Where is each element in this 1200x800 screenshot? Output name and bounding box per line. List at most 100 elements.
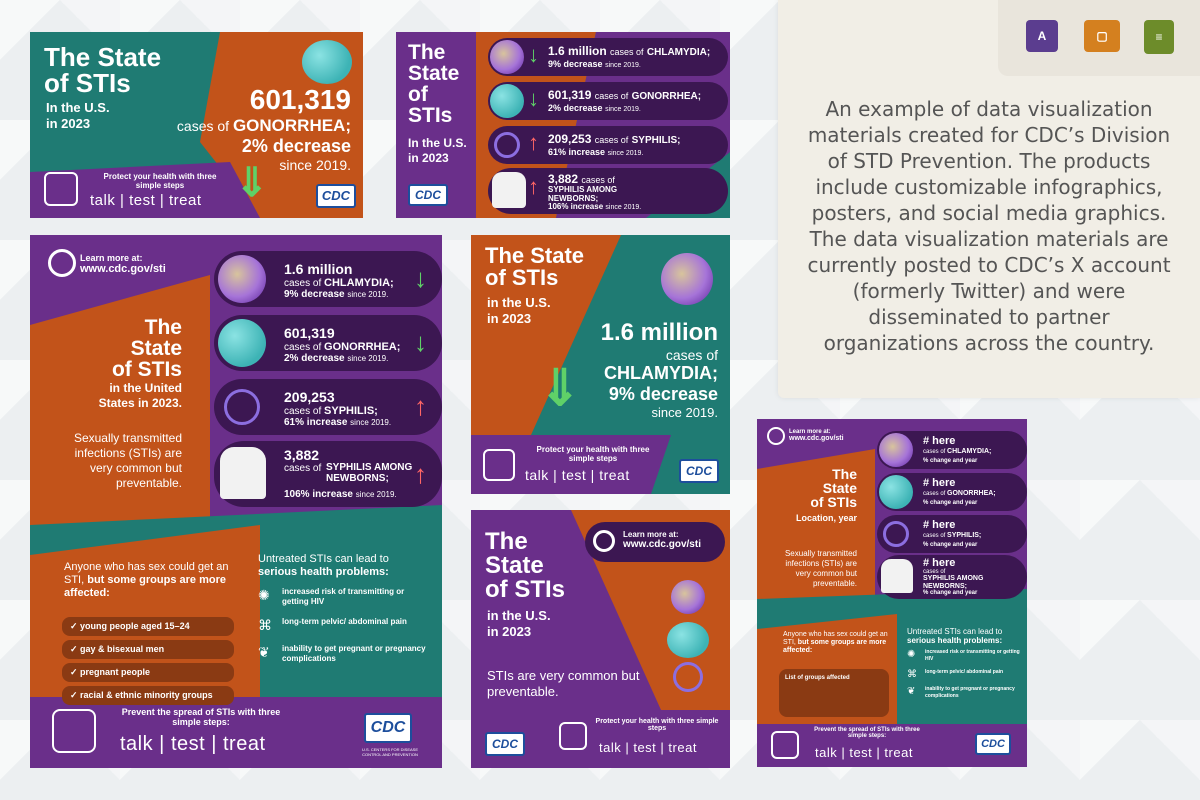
- list-item: ↑ 3,882 cases of SYPHILIS AMONG NEWBORNS…: [488, 168, 728, 214]
- card5-talk-test-treat: talk | test | treat: [599, 740, 697, 755]
- card4-protect-text: Protect your health with three simple st…: [536, 445, 650, 463]
- card6-url-link: www.cdc.gov/sti: [789, 435, 844, 442]
- description-panel: A ▢ ≡ An example of data visualization m…: [778, 0, 1200, 398]
- syphilis-spiral-icon: [883, 521, 909, 547]
- gonorrhea-bacteria-icon: [302, 40, 352, 84]
- cdc-caption: U.S. CENTERS FOR DISEASE CONTROL AND PRE…: [361, 747, 418, 757]
- card3-title: The State of STIs: [111, 316, 182, 381]
- document-stack-icon[interactable]: ≡: [1144, 20, 1174, 54]
- presentation-icon-glyph: ▢: [1096, 29, 1108, 43]
- list-item: ✓ racial & ethnic minority groups: [62, 686, 234, 705]
- presentation-icon[interactable]: ▢: [1084, 20, 1120, 52]
- pregnancy-icon: ❦: [258, 644, 270, 660]
- list-item: ⌘ long-term pelvic/ abdominal pain: [907, 669, 1004, 680]
- cdc-logo: CDC: [679, 459, 719, 483]
- cdc-logo: CDC: [364, 713, 412, 743]
- card6-learn-more: Learn more at: www.cdc.gov/sti: [789, 429, 844, 442]
- chlamydia-icon: [490, 40, 524, 74]
- card6-subtitle: Location, year: [795, 513, 857, 523]
- card5-subtitle: in the U.S. in 2023: [487, 608, 551, 639]
- chlamydia-icon: [671, 580, 705, 614]
- card6-prevent-text: Prevent the spread of STIs with three si…: [814, 727, 920, 739]
- description-text: An example of data visualization materia…: [807, 97, 1171, 355]
- list-item: # here cases of GONORRHEA; % change and …: [877, 473, 1027, 511]
- syphilis-spiral-icon: [673, 662, 703, 692]
- card6-talk-test-treat: talk | test | treat: [815, 745, 913, 760]
- card1-title: The State of STIs: [44, 42, 162, 98]
- list-item: ❦ inability to get pregnant or pregnancy …: [258, 644, 426, 663]
- list-item: ✺ increased risk or transmitting or getti…: [907, 649, 1020, 662]
- list-item: # here cases of SYPHILIS; % change and y…: [877, 515, 1027, 553]
- cdc-logo: CDC: [975, 733, 1011, 755]
- list-item: ❦ inability to get pregnant or pregnancy …: [907, 686, 1015, 699]
- card6-intro: Sexually transmitted infections (STIs) a…: [784, 549, 857, 588]
- card5-learn-more-pill: Learn more at: www.cdc.gov/sti: [585, 522, 725, 562]
- poster-template: Learn more at: www.cdc.gov/sti The State o…: [757, 419, 1027, 767]
- dice-icon: [559, 722, 587, 750]
- card3-url-link: www.cdc.gov/sti: [80, 263, 166, 275]
- syphilis-spiral-icon: [224, 389, 260, 425]
- poster-full: Learn more at: www.cdc.gov/sti The State o…: [30, 235, 442, 768]
- cdc-logo: CDC: [408, 184, 448, 206]
- chlamydia-icon: [661, 253, 713, 305]
- gonorrhea-bacteria-icon: [218, 319, 266, 367]
- card1-subtitle: In the U.S. in 2023: [46, 100, 110, 131]
- groups-placeholder-box: List of groups affected: [779, 669, 889, 717]
- dice-icon: [771, 731, 799, 759]
- card5-url-link: www.cdc.gov/sti: [623, 539, 701, 550]
- document-stack-icon-glyph: ≡: [1155, 30, 1163, 44]
- gonorrhea-bacteria-icon: [667, 622, 709, 658]
- list-item: # here cases of CHLAMYDIA; % change and …: [877, 431, 1027, 469]
- decrease-arrow-icon: ↓: [528, 42, 539, 67]
- list-item: ✺ increased risk of transmitting or getti…: [258, 587, 405, 606]
- gonorrhea-bacteria-icon: [490, 84, 524, 118]
- card-gonorrhea: The State of STIs In the U.S. in 2023 601,…: [30, 32, 363, 218]
- card6-groups-intro: Anyone who has sex could get an STI, but…: [783, 631, 888, 654]
- card-four-stats-wide: The State of STIs In the U.S. in 2023 CDC ↓ …: [396, 32, 730, 218]
- increase-arrow-icon: ↑: [528, 130, 539, 155]
- decrease-arrow-icon: ↓: [414, 263, 427, 293]
- pregnancy-icon: ❦: [907, 686, 916, 697]
- card3-talk-test-treat: talk | test | treat: [120, 733, 266, 755]
- tool-icons-bar: A ▢ ≡: [998, 0, 1200, 76]
- card3-groups-intro: Anyone who has sex could get an STI, but…: [64, 561, 229, 599]
- dice-icon: [483, 449, 515, 481]
- dice-icon: [44, 172, 78, 206]
- card3-problems-list: ✺ increased risk of transmitting or getti…: [258, 587, 438, 664]
- search-icon: [48, 249, 76, 277]
- dice-icon: [52, 709, 96, 753]
- card2-subtitle: In the U.S. in 2023: [408, 136, 467, 165]
- card2-title: The State of STIs: [408, 41, 460, 127]
- cdc-logo: CDC: [316, 184, 356, 208]
- card3-groups-list: ✓ young people aged 15–24 ✓ gay & bisexu…: [62, 617, 234, 709]
- increase-arrow-icon: ↑: [528, 174, 539, 199]
- list-item: ↓ 601,319 cases of GONORRHEA; 2% decreas…: [488, 82, 728, 120]
- card4-stat: 1.6 million cases of CHLAMYDIA; 9% decre…: [600, 319, 718, 420]
- card4-talk-test-treat: talk | test | treat: [525, 467, 630, 483]
- card3-learn-more: Learn more at: www.cdc.gov/sti: [80, 253, 166, 275]
- card-chlamydia: The State of STIs in the U.S. in 2023 1.6 …: [471, 235, 730, 494]
- decrease-arrow-icon: ↓: [528, 86, 539, 111]
- decrease-arrow-icon: ⇓: [539, 360, 581, 416]
- card-preventable: Learn more at: www.cdc.gov/sti The State o…: [471, 510, 730, 768]
- card5-title: The State of STIs: [485, 528, 566, 603]
- card4-subtitle: in the U.S. in 2023: [487, 295, 551, 326]
- card6-problems-intro: Untreated STIs can lead to serious healt…: [907, 627, 1003, 645]
- card1-value: 601,319: [249, 84, 351, 115]
- list-item: 209,253 cases of SYPHILIS; 61% increase …: [214, 379, 442, 435]
- list-item: 601,319 cases of GONORRHEA; 2% decrease …: [214, 315, 442, 371]
- stroller-icon: [220, 447, 266, 499]
- list-item: ↓ 1.6 million cases of CHLAMYDIA; 9% dec…: [488, 38, 728, 76]
- card5-protect-text: Protect your health with three simple st…: [595, 718, 719, 732]
- card4-title: The State of STIs: [485, 243, 585, 290]
- card3-problems-intro: Untreated STIs can lead to serious healt…: [258, 553, 389, 578]
- card4-background-shapes: [471, 235, 671, 494]
- search-icon: [767, 427, 785, 445]
- increase-arrow-icon: ↑: [414, 391, 427, 421]
- decrease-arrow-icon: ↓: [414, 327, 427, 357]
- list-item: 3,882 cases of SYPHILIS AMONG NEWBORNS; …: [214, 441, 442, 507]
- translate-icon[interactable]: A: [1026, 20, 1058, 52]
- list-item: ✓ pregnant people: [62, 663, 234, 682]
- card3-prevent-text: Prevent the spread of STIs with three si…: [121, 707, 281, 727]
- cdc-logo: CDC: [485, 732, 525, 756]
